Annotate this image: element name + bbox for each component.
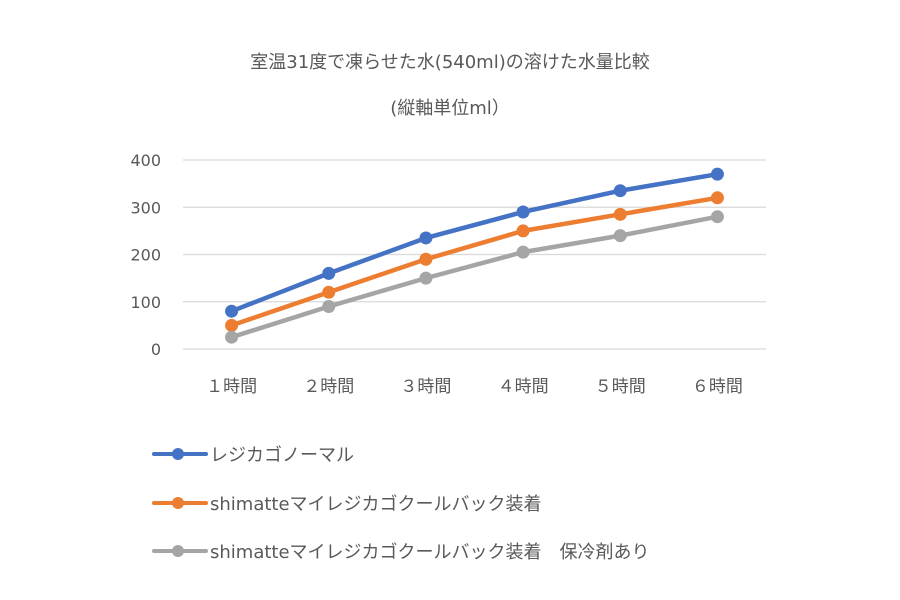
y-tick-label: 400 [130,151,161,170]
gridlines [183,159,766,350]
series-1 [225,167,724,318]
legend-item[interactable]: レジカゴノーマル [150,430,850,479]
legend-label: shimatteマイレジカゴクールバック装着 保冷剤あり [210,542,650,564]
chart-subtitle: (縦軸単位ml） [390,98,510,119]
data-point[interactable] [225,304,239,318]
legend-line-marker-icon [150,493,210,513]
data-point[interactable] [613,184,627,198]
y-tick-label: 300 [130,198,161,217]
legend-line-marker-icon [150,444,210,464]
series-group [225,167,724,344]
x-axis-ticks: １時間 ２時間 ３時間 ４時間 ５時間 ６時間 [206,377,743,397]
x-tick-label: ６時間 [692,377,743,397]
data-point[interactable] [419,231,433,245]
data-point[interactable] [322,266,336,280]
data-point[interactable] [516,245,530,259]
series-line [229,195,720,328]
legend-item[interactable]: shimatteマイレジカゴクールバック装着 保冷剤あり [150,527,850,576]
data-point[interactable] [613,207,627,221]
y-tick-label: 100 [130,293,161,312]
series-3 [225,210,724,344]
legend-line-marker-icon [150,541,210,561]
data-point[interactable] [419,271,433,285]
legend-label: レジカゴノーマル [210,445,354,467]
data-point[interactable] [710,191,724,205]
data-point[interactable] [613,229,627,243]
x-tick-label: ５時間 [595,377,646,397]
x-tick-label: ３時間 [400,377,451,397]
legend-item[interactable]: shimatteマイレジカゴクールバック装着 [150,479,850,528]
data-point[interactable] [710,210,724,224]
x-tick-label: ４時間 [498,377,549,397]
data-point[interactable] [225,330,239,344]
data-point[interactable] [225,318,239,332]
series-line [229,214,720,340]
data-point[interactable] [516,224,530,238]
y-tick-label: 0 [151,340,161,359]
data-point[interactable] [516,205,530,219]
data-point[interactable] [419,252,433,266]
x-tick-label: １時間 [206,377,257,397]
y-axis-ticks: 0 100 200 300 400 [130,151,161,359]
data-point[interactable] [710,167,724,181]
legend-label: shimatteマイレジカゴクールバック装着 [210,493,542,515]
x-tick-label: ２時間 [303,377,354,397]
legend: レジカゴノーマル shimatteマイレジカゴクールバック装着 shimatte… [150,430,850,576]
series-2 [225,191,724,332]
data-point[interactable] [322,299,336,313]
chart-title: 室温31度で凍らせた水(540ml)の溶けた水量比較 [250,52,650,73]
data-point[interactable] [322,285,336,299]
y-tick-label: 200 [130,246,161,265]
series-line [229,171,720,314]
